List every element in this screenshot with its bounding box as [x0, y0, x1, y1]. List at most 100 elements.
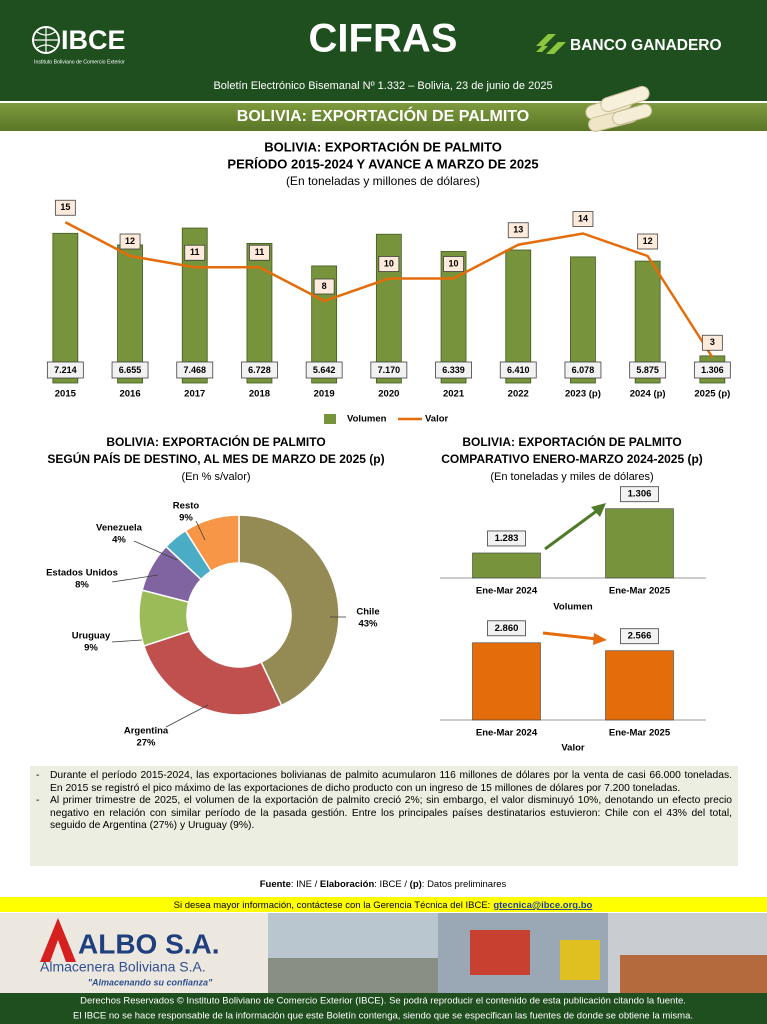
slice-label: Chile: [356, 607, 379, 618]
value-label: 7.170: [378, 365, 401, 375]
ad-photo: [268, 958, 438, 993]
legend-label: Volumen: [347, 414, 387, 425]
bullets: - Durante el período 2015-2024, las expor…: [30, 766, 738, 866]
value-label-box: [572, 211, 594, 227]
x-tick-label: 2015: [55, 389, 77, 400]
ad-logo: [40, 918, 76, 962]
value-label-box: [487, 530, 526, 547]
value-label: 14: [578, 213, 588, 223]
value-label-box: [701, 334, 723, 351]
value-label-box: [249, 244, 270, 261]
value-label-box: [370, 361, 408, 379]
value-label: 11: [190, 247, 200, 257]
line: [64, 221, 714, 358]
source-part: Elaboración: [320, 879, 375, 890]
chart-unit: (En % s/valor): [181, 471, 250, 483]
bar: [505, 249, 532, 384]
value-label: 12: [643, 236, 653, 246]
arrow-line: [544, 508, 599, 551]
value-label-box: [176, 361, 214, 379]
value-label: 10: [384, 258, 394, 268]
arrow-head: [593, 633, 607, 645]
value-label: 6.655: [119, 365, 142, 375]
chart-title: BOLIVIA: EXPORTACIÓN DE PALMITO: [106, 434, 325, 449]
leader-line: [111, 574, 159, 583]
value-label-box: [487, 620, 526, 637]
value-label: 11: [255, 247, 265, 257]
chart-title: BOLIVIA: EXPORTACIÓN DE PALMITO: [264, 139, 502, 154]
value-label-box: [507, 222, 529, 239]
value-label: 1.283: [495, 533, 519, 544]
chart-unit: (En toneladas y millones de dólares): [286, 174, 480, 188]
ad-slogan: "Almacenando su confianza": [88, 977, 213, 987]
arrow-head: [591, 503, 606, 517]
bullet-text: Durante el período 2015-2024, las export…: [50, 770, 732, 794]
x-tick-label: 2019: [314, 389, 335, 400]
footer-line: El IBCE no se hace responsable de la inf…: [73, 1011, 693, 1022]
ad-photo: [620, 955, 767, 993]
value-label-box: [564, 361, 602, 379]
value-label-box: [119, 233, 141, 250]
slice-value: 4%: [112, 535, 126, 546]
sponsor-icon: [536, 34, 566, 54]
slice-value: 8%: [75, 580, 89, 591]
value-label: 5.875: [636, 365, 659, 375]
x-tick-label: 2022: [508, 389, 529, 400]
value-label: 8: [322, 281, 327, 291]
x-axis-label: Volumen: [553, 602, 593, 613]
ad-photo: [560, 940, 600, 980]
x-tick-label: Ene-Mar 2025: [609, 586, 671, 597]
slice-value: 27%: [136, 738, 156, 749]
bar: [117, 244, 143, 384]
value-label-box: [111, 361, 149, 379]
source-part: (p): [410, 879, 422, 890]
value-label: 2.566: [628, 631, 652, 642]
value-label: 12: [125, 236, 135, 246]
value-label-box: [378, 256, 400, 272]
chart-subtitle: SEGÚN PAÍS DE DESTINO, AL MES DE MARZO D…: [47, 451, 384, 466]
ad-brand: ALBO S.A.: [78, 928, 220, 959]
bar: [472, 642, 541, 721]
value-label: 13: [513, 225, 523, 235]
leader-line: [195, 520, 206, 541]
banner-title: BOLIVIA: EXPORTACIÓN DE PALMITO: [237, 106, 529, 125]
x-tick-label: Ene-Mar 2024: [476, 586, 538, 597]
value-label-box: [443, 256, 464, 272]
bulletin-line: Boletín Electrónico Bisemanal Nº 1.332 –…: [213, 80, 552, 92]
palm-hearts: [585, 85, 653, 132]
value-label-box: [620, 486, 659, 503]
logo-lines: [34, 27, 58, 53]
bullet: - Durante el período 2015-2024, las expor…: [36, 770, 732, 794]
slice-value: 9%: [179, 513, 193, 524]
value-label-box: [46, 361, 84, 379]
contact-email[interactable]: gtecnica@ibce.org.bo: [493, 900, 592, 911]
source-line: Fuente: INE / Elaboración: IBCE / (p): D…: [260, 879, 507, 890]
ad-photo: [470, 930, 530, 975]
value-label-box: [499, 361, 537, 379]
bar: [605, 650, 674, 721]
slice-label: Argentina: [124, 726, 169, 737]
value-label-box: [629, 361, 667, 379]
x-tick-label: Ene-Mar 2025: [609, 728, 671, 739]
value-label-box: [241, 361, 278, 379]
bar: [605, 508, 674, 579]
x-tick-label: 2024 (p): [630, 389, 666, 400]
value-label-box: [184, 244, 206, 261]
x-tick-label: 2017: [184, 389, 205, 400]
title: CIFRAS: [309, 17, 458, 61]
value-label-box: [435, 361, 472, 379]
leader-line: [165, 704, 209, 728]
donut-slice: [184, 514, 240, 573]
x-tick-label: Ene-Mar 2024: [476, 728, 538, 739]
contact-text: Si desea mayor información, contáctese c…: [174, 900, 491, 911]
source-part: : Datos preliminares: [422, 879, 507, 890]
value-label: 7.214: [54, 365, 77, 375]
legend-swatch: [324, 414, 336, 424]
value-label: 6.728: [248, 365, 271, 375]
source-part: : IBCE /: [374, 879, 409, 890]
sponsor: BANCO GANADERO: [570, 37, 722, 54]
value-label: 6.339: [442, 365, 465, 375]
ad-name: Almacenera Boliviana S.A.: [40, 959, 206, 975]
leader-line: [111, 639, 143, 643]
